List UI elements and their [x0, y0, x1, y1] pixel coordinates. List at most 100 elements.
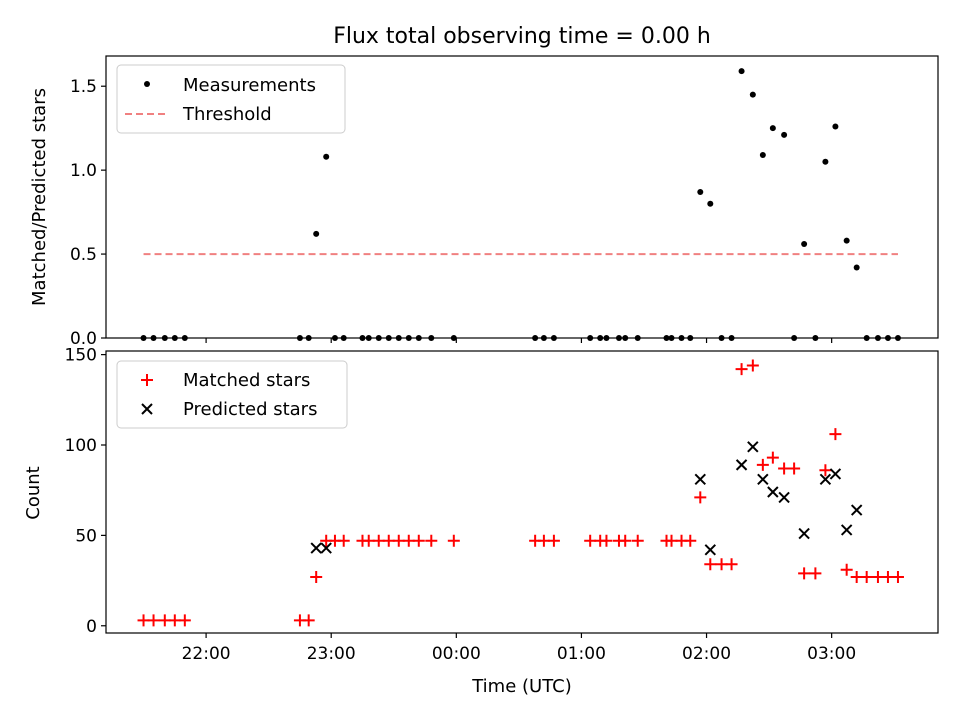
- measurement-point: [738, 68, 745, 75]
- predicted-stars-point: [735, 459, 748, 471]
- matched-stars-point: [537, 534, 550, 547]
- measurement-point: [832, 123, 839, 130]
- matched-stars-point: [694, 491, 707, 504]
- predicted-stars-point: [747, 441, 759, 453]
- predicted-stars-point: [757, 473, 769, 486]
- predicted-stars-legend-marker: [141, 403, 153, 415]
- matched-stars-point: [619, 534, 632, 547]
- measurement-point: [759, 152, 766, 159]
- top-y-tick-label: 0.0: [70, 329, 97, 349]
- predicted-stars-point: [819, 473, 832, 486]
- predicted-stars-point: [704, 544, 717, 556]
- matched-stars-point: [631, 534, 644, 547]
- measurement-point: [853, 264, 860, 271]
- matched-stars-point: [829, 428, 842, 441]
- matched-stars-point: [715, 558, 728, 571]
- measurement-point: [707, 200, 714, 207]
- matched-stars-point: [840, 563, 853, 576]
- bottom-x-tick-label: 22:00: [182, 644, 231, 664]
- top-y-tick-label: 0.5: [70, 245, 97, 265]
- top-y-tick-label: 1.5: [70, 77, 97, 97]
- matched-stars-legend-label: Matched stars: [183, 370, 310, 391]
- bottom-y-tick-label: 50: [75, 526, 97, 546]
- matched-stars-legend-marker: [141, 374, 153, 386]
- matched-stars-point: [310, 570, 323, 583]
- top-axes-frame: [105, 55, 939, 339]
- predicted-stars-point: [829, 468, 842, 480]
- bottom-y-tick-label: 100: [65, 436, 97, 456]
- matched-stars-point: [725, 558, 738, 571]
- matched-stars-point: [584, 534, 597, 547]
- measurement-point: [822, 158, 829, 165]
- matched-stars-point: [382, 534, 395, 547]
- matched-stars-point: [881, 570, 894, 583]
- matched-stars-point: [168, 614, 181, 627]
- matched-stars-point: [447, 534, 460, 547]
- bottom-legend: Matched stars Predicted stars: [116, 360, 348, 429]
- measurement-point: [769, 125, 776, 132]
- measurements-legend-label: Measurements: [183, 75, 316, 96]
- matched-stars-point: [425, 534, 438, 547]
- threshold-legend-label: Threshold: [182, 104, 272, 125]
- top-y-tick-label: 1.0: [70, 161, 97, 181]
- matched-stars-point: [778, 462, 791, 475]
- matched-stars-point: [766, 451, 779, 464]
- bottom-y-axis-label: Count: [23, 466, 44, 519]
- matched-stars-point: [850, 570, 863, 583]
- bottom-x-tick-label: 01:00: [557, 644, 606, 664]
- matched-stars-point: [891, 570, 904, 583]
- matched-stars-point: [137, 614, 150, 627]
- measurement-point: [843, 237, 850, 244]
- matched-stars-point: [871, 570, 884, 583]
- matched-stars-point: [302, 614, 315, 627]
- predicted-stars-point: [798, 527, 810, 540]
- top-legend: Measurements Threshold: [116, 64, 346, 134]
- matched-stars-point: [178, 614, 191, 627]
- matched-stars-point: [392, 534, 405, 547]
- matched-stars-point: [788, 462, 801, 475]
- measurement-point: [801, 241, 808, 247]
- bottom-x-tick-label: 03:00: [807, 644, 856, 664]
- predicted-stars-legend-label: Predicted stars: [183, 399, 317, 420]
- matched-stars-point: [362, 534, 375, 547]
- measurement-point: [749, 91, 756, 98]
- matched-stars-point: [735, 363, 748, 376]
- bottom-x-tick-label: 02:00: [682, 644, 731, 664]
- matched-stars-point: [860, 570, 873, 583]
- measurements-legend-marker: [144, 81, 150, 87]
- matched-stars-point: [798, 567, 811, 580]
- bottom-series-1: [310, 441, 863, 556]
- matched-stars-point: [665, 534, 678, 547]
- matched-stars-point: [337, 534, 350, 547]
- matched-stars-point: [809, 567, 822, 580]
- matched-stars-point: [684, 534, 697, 547]
- predicted-stars-point: [310, 542, 322, 554]
- predicted-stars-point: [694, 473, 706, 486]
- top-legend-frame: [116, 64, 346, 134]
- predicted-stars-point: [850, 504, 863, 516]
- matched-stars-point: [547, 534, 560, 547]
- matched-stars-point: [402, 534, 415, 547]
- matched-stars-point: [158, 614, 171, 627]
- bottom-series-0: [137, 359, 904, 627]
- bottom-axes-frame: [105, 350, 939, 634]
- matched-stars-point: [147, 614, 160, 627]
- top-y-axis-label: Matched/Predicted stars: [29, 88, 50, 306]
- bottom-y-tick-label: 0: [86, 617, 97, 637]
- matched-stars-point: [600, 534, 613, 547]
- bottom-y-tick-label: 150: [65, 346, 97, 366]
- x-axis-label: Time (UTC): [471, 676, 572, 697]
- bottom-x-tick-label: 00:00: [432, 644, 481, 664]
- bottom-legend-frame: [116, 360, 348, 429]
- measurement-point: [781, 131, 788, 138]
- matched-stars-point: [746, 359, 759, 372]
- predicted-stars-point: [778, 491, 790, 504]
- matched-stars-point: [819, 464, 832, 477]
- matched-stars-point: [704, 558, 717, 571]
- predicted-stars-point: [767, 486, 779, 498]
- predicted-stars-point: [840, 524, 853, 536]
- measurement-point: [697, 188, 704, 195]
- matched-stars-point: [412, 534, 425, 547]
- matched-stars-point: [372, 534, 385, 547]
